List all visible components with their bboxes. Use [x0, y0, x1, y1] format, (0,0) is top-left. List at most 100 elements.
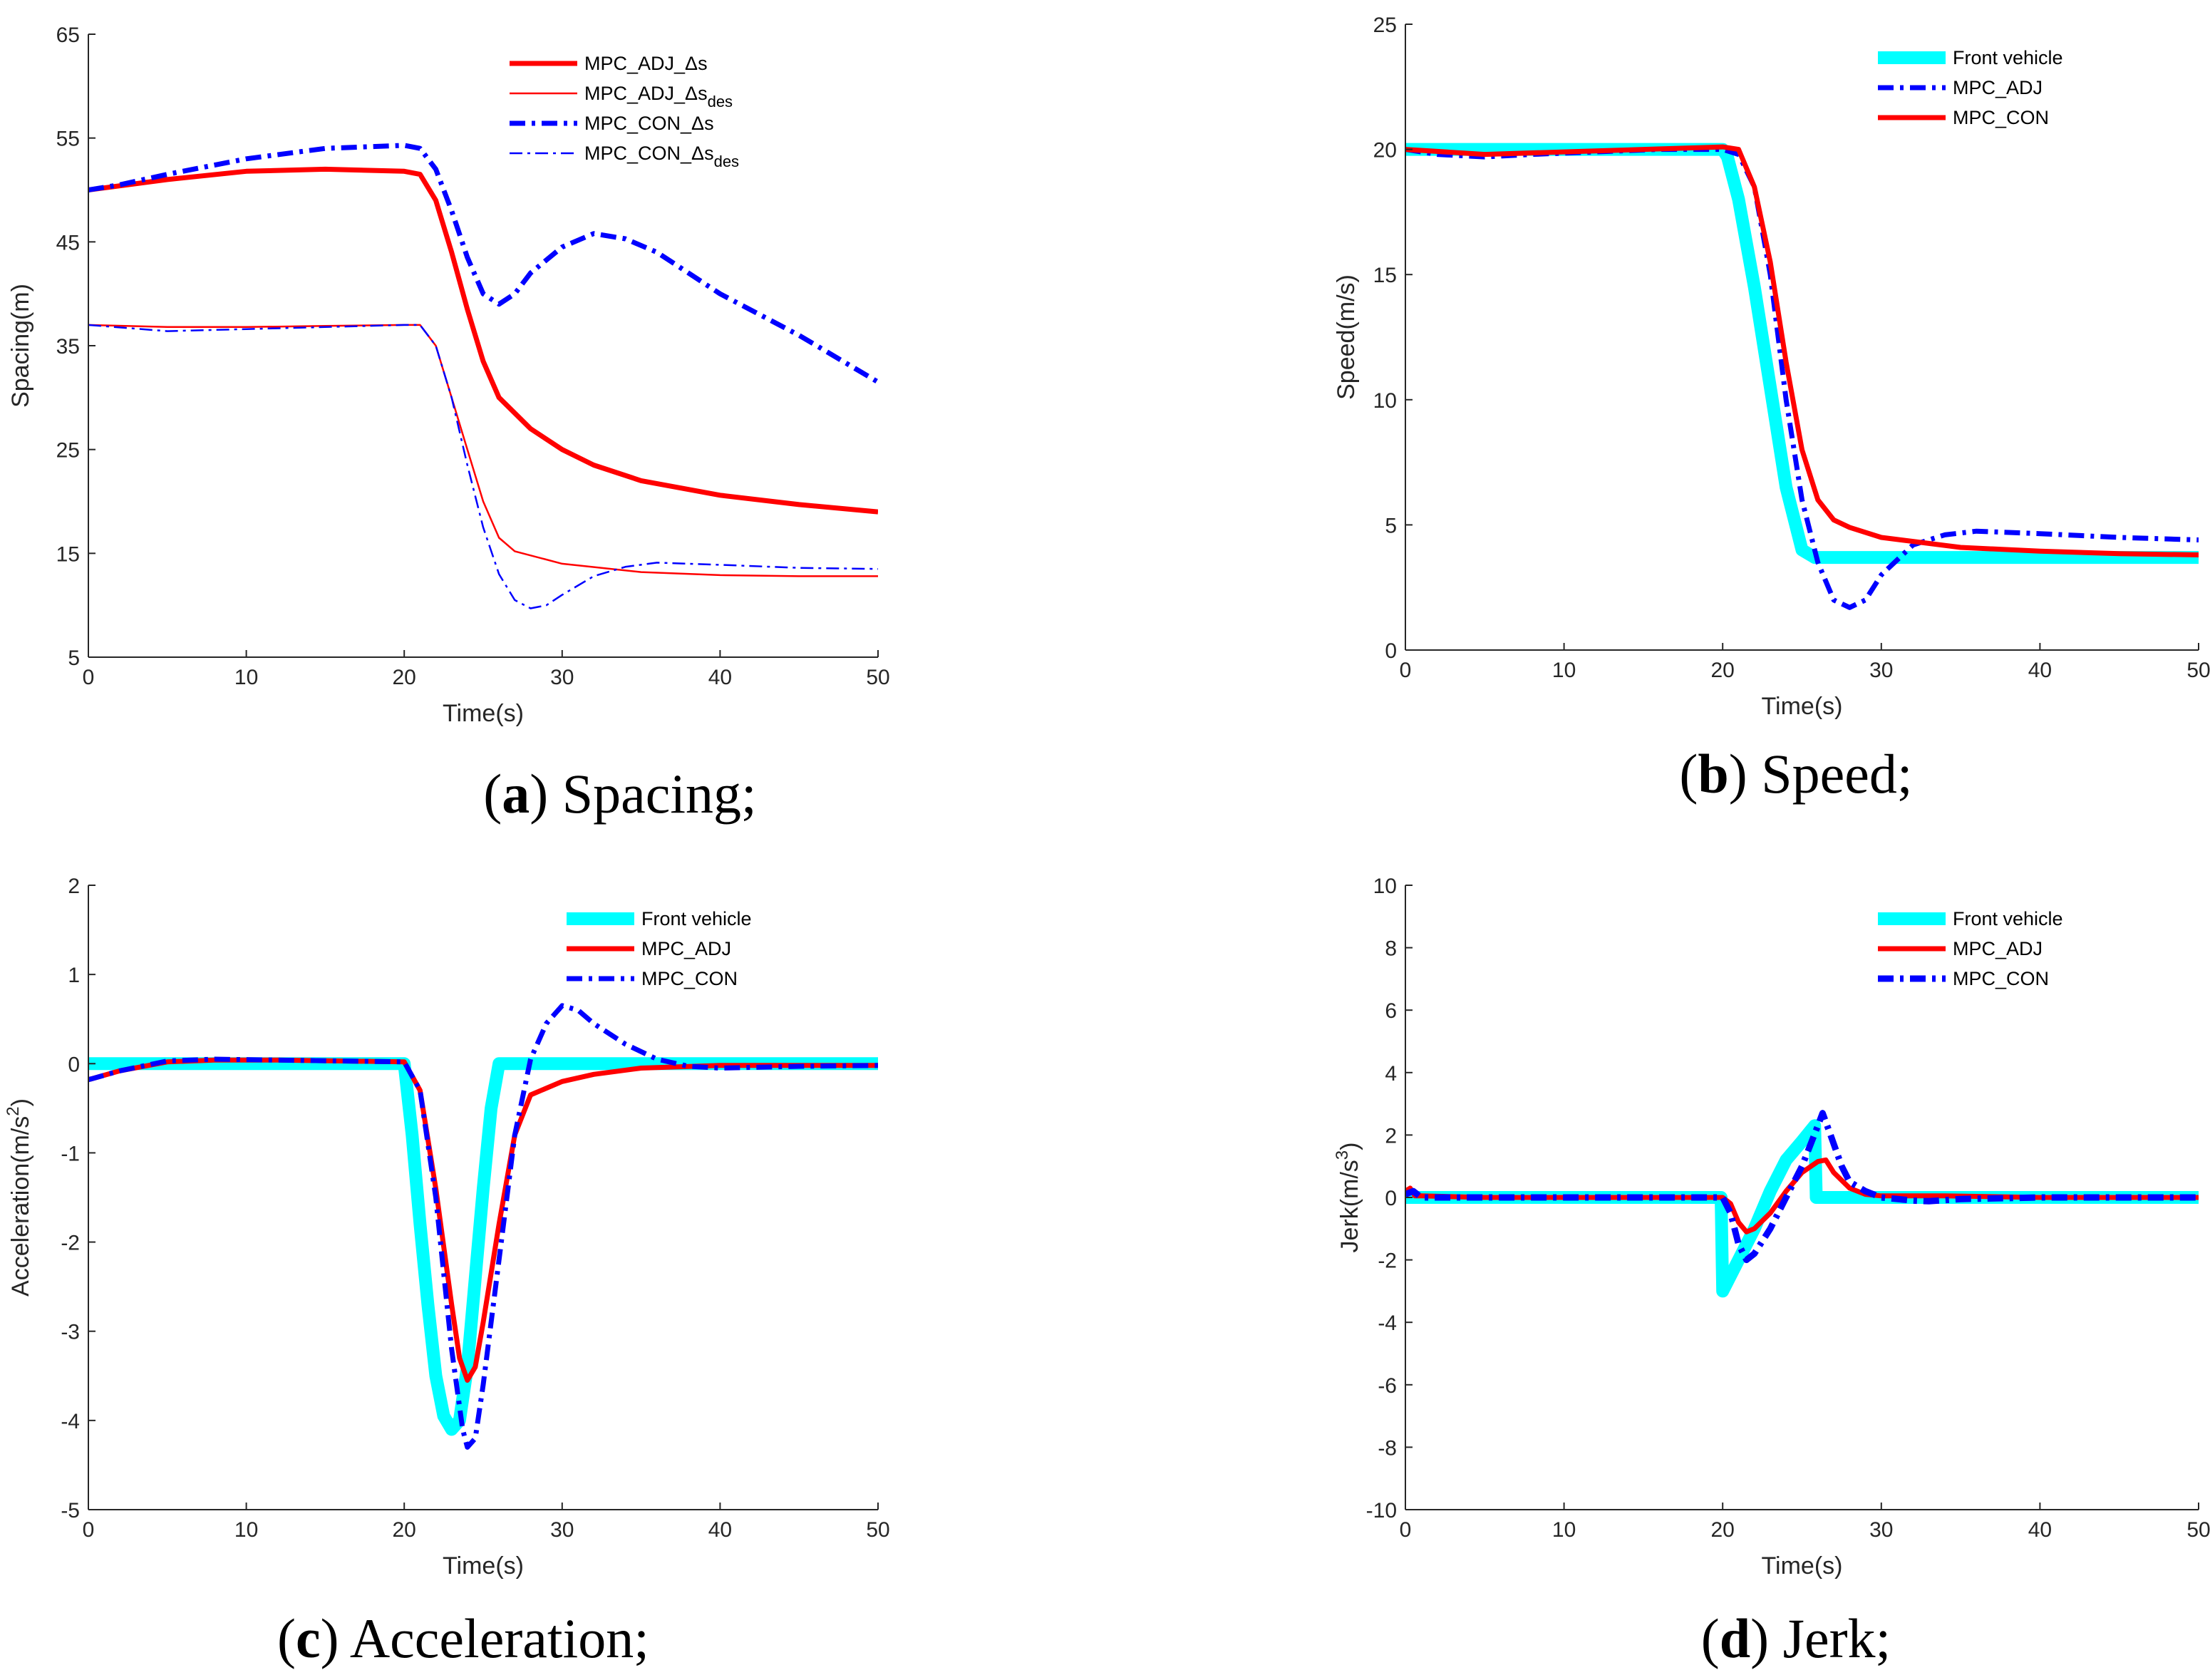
legend-label-text: MPC_ADJ_Δs — [584, 53, 708, 74]
y-axis-label: Jerk(m/s3) — [1333, 1142, 1363, 1252]
caption-text: Speed; — [1747, 743, 1913, 805]
y-axis-label-end: ) — [1336, 1142, 1363, 1150]
legend-label: MPC_ADJ_Δs — [584, 53, 708, 74]
legend-label-subscript: des — [708, 93, 733, 110]
legend-label-text: MPC_ADJ — [641, 938, 731, 959]
legend-label: MPC_CON_Δsdes — [584, 143, 739, 170]
caption-letter: a — [502, 763, 530, 825]
x-tick-label: 50 — [866, 666, 889, 689]
series-line-2 — [88, 143, 878, 385]
x-tick-label: 20 — [393, 666, 416, 689]
legend-label-text: Front vehicle — [641, 908, 752, 929]
y-tick-label: -2 — [1378, 1249, 1397, 1273]
series-line-0 — [88, 166, 878, 515]
y-tick-label: 65 — [56, 24, 80, 47]
legend-label-text: MPC_ADJ — [1953, 77, 2043, 98]
y-tick-label: 0 — [68, 1053, 80, 1076]
legend: MPC_ADJ_ΔsMPC_ADJ_ΔsdesMPC_CON_ΔsMPC_CON… — [510, 53, 739, 170]
legend-label: MPC_ADJ_Δsdes — [584, 83, 733, 110]
panel-caption: (a) Spacing; — [483, 763, 756, 825]
caption-close-paren: ) — [321, 1607, 339, 1669]
series-line-1 — [88, 1057, 878, 1383]
y-tick-label: 15 — [56, 542, 80, 566]
legend-label-text: Front vehicle — [1953, 908, 2063, 929]
legend-label-text: MPC_CON_Δs — [584, 143, 714, 164]
y-tick-label: 6 — [1385, 999, 1397, 1023]
y-tick-label: 45 — [56, 231, 80, 254]
y-tick-label: -1 — [61, 1142, 80, 1165]
x-tick-label: 20 — [1711, 1518, 1735, 1542]
legend-label: MPC_CON — [1953, 107, 2049, 128]
series-line-3 — [88, 324, 878, 609]
x-tick-label: 30 — [1869, 1518, 1893, 1542]
x-tick-label: 50 — [866, 1518, 889, 1542]
caption-letter: d — [1720, 1607, 1750, 1669]
caption-close-paren: ) — [530, 763, 548, 825]
x-tick-label: 10 — [234, 1518, 258, 1542]
y-tick-label: 55 — [56, 128, 80, 151]
series-group — [88, 143, 878, 609]
legend-label-text: MPC_CON_Δs — [584, 113, 714, 134]
caption-text: Spacing; — [548, 763, 756, 825]
y-tick-label: 15 — [1373, 264, 1397, 287]
legend-label-text: MPC_ADJ — [1953, 938, 2043, 959]
legend-label-subscript: des — [714, 153, 739, 170]
y-tick-label: -3 — [61, 1321, 80, 1344]
y-tick-label: -6 — [1378, 1374, 1397, 1398]
series-line-2 — [1405, 1110, 2199, 1264]
caption-open-paren: ( — [277, 1607, 296, 1669]
y-tick-label: -4 — [1378, 1311, 1397, 1335]
legend-label-text: Front vehicle — [1953, 47, 2063, 68]
panel-acceleration: 0 10 20 30 40 50 -5 -4 -3 -2 -1 0 1 2 Time(s) Accelerat… — [4, 875, 890, 1669]
panel-spacing: 0 10 20 30 40 50 5 15 25 35 45 55 65 Time(s) Spacing(m… — [7, 24, 890, 825]
y-tick-label: 35 — [56, 335, 80, 359]
y-axis-label-text: Jerk(m/s — [1336, 1160, 1363, 1252]
series-line-1 — [88, 324, 878, 577]
caption-text: Jerk; — [1769, 1607, 1891, 1669]
legend-label-text: MPC_CON — [1953, 968, 2049, 989]
legend: Front vehicle MPC_ADJ MPC_CON — [1878, 908, 2063, 989]
y-tick-label: 0 — [1385, 639, 1397, 663]
x-tick-label: 30 — [550, 666, 574, 689]
caption-letter: c — [296, 1607, 321, 1669]
legend-label: MPC_CON_Δs — [584, 113, 714, 134]
y-tick-label: 4 — [1385, 1062, 1397, 1086]
y-tick-label: 2 — [1385, 1124, 1397, 1148]
caption-letter: b — [1698, 743, 1728, 805]
legend-label: Front vehicle — [641, 908, 752, 929]
caption-open-paren: ( — [483, 763, 502, 825]
y-tick-label: 1 — [68, 964, 80, 987]
y-axis-label-text: Speed(m/s) — [1333, 274, 1360, 400]
x-tick-label: 40 — [708, 666, 732, 689]
x-tick-label: 0 — [1400, 659, 1412, 682]
legend-label: MPC_CON — [1953, 968, 2049, 989]
y-axis-label-text: Spacing(m) — [7, 284, 34, 408]
caption-close-paren: ) — [1729, 743, 1747, 805]
y-tick-label: 8 — [1385, 937, 1397, 961]
y-tick-label: -5 — [61, 1499, 80, 1522]
legend-label: MPC_ADJ — [1953, 938, 2043, 959]
x-tick-label: 10 — [234, 666, 258, 689]
x-tick-label: 40 — [708, 1518, 732, 1542]
x-tick-label: 0 — [83, 666, 95, 689]
x-tick-label: 30 — [550, 1518, 574, 1542]
y-tick-label: 10 — [1373, 389, 1397, 413]
caption-text: Acceleration; — [339, 1607, 649, 1669]
legend-label: MPC_CON — [641, 968, 738, 989]
panel-jerk: 0 10 20 30 40 50 -10 -8 -6 -4 -2 0 2 4 6 8 10 Time(s) Jerk… — [1333, 875, 2210, 1669]
y-tick-label: 0 — [1385, 1187, 1397, 1210]
y-tick-label: 20 — [1373, 139, 1397, 163]
caption-close-paren: ) — [1750, 1607, 1769, 1669]
legend-label-text: MPC_CON — [1953, 107, 2049, 128]
x-axis-label: Time(s) — [443, 1552, 524, 1579]
y-axis-label-superscript: 3 — [1333, 1150, 1352, 1160]
x-axis-label: Time(s) — [1762, 1552, 1843, 1579]
series-line-2 — [1405, 144, 2199, 557]
y-tick-label: 2 — [68, 875, 80, 898]
y-tick-label: 5 — [1385, 514, 1397, 537]
legend-label: MPC_ADJ — [641, 938, 731, 959]
panel-speed: 0 10 20 30 40 50 0 5 10 15 20 25 Time(s) Speed(m/s) Fr… — [1333, 14, 2210, 805]
legend-label: Front vehicle — [1953, 908, 2063, 929]
y-tick-label: -8 — [1378, 1436, 1397, 1460]
